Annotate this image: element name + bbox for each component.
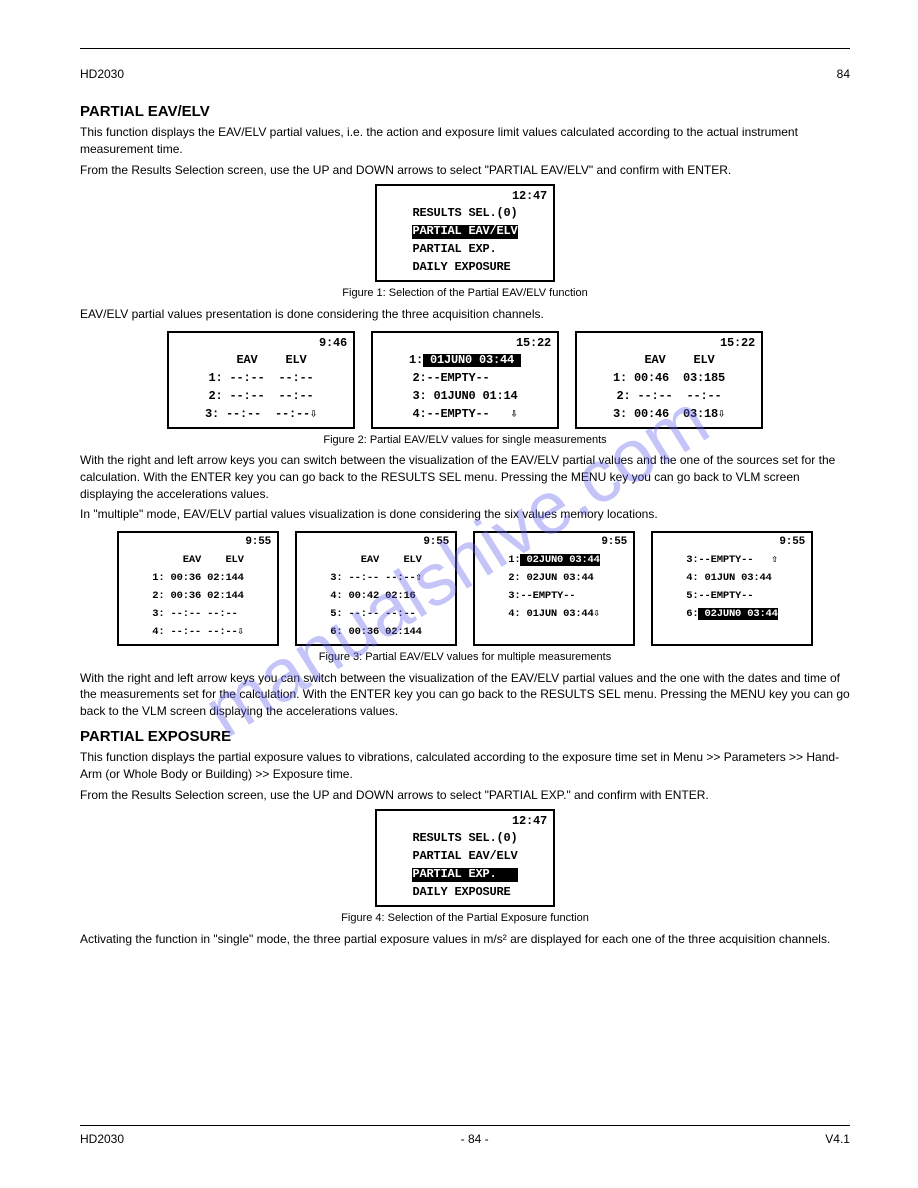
lcd-line: 2: 00:36 02:144 — [125, 585, 271, 603]
lcd-line: 2: --:-- --:-- — [583, 386, 755, 404]
lcd-line: 6: 02JUN0 03:44 — [659, 603, 805, 621]
section-title-partial-exposure: PARTIAL EXPOSURE — [80, 728, 850, 745]
lcd-clock: 9:55 — [303, 537, 449, 548]
lcd-line: 4: 00:42 02:16 — [303, 585, 449, 603]
lcd-line: 1: 01JUN0 03:44 — [379, 350, 551, 368]
lcd-line: 5: --:-- --:-- — [303, 603, 449, 621]
lcd-line: 3: 01JUN0 01:14 — [379, 386, 551, 404]
lcd-screen: 9:46 EAV ELV 1: --:-- --:--2: --:-- --:-… — [167, 331, 355, 429]
header-rule — [80, 48, 850, 49]
page-header: HD2030 84 — [80, 67, 850, 81]
section-title-partial-eav-elv: PARTIAL EAV/ELV — [80, 103, 850, 120]
lcd-clock: 12:47 — [383, 190, 547, 202]
lcd-line: 5:--EMPTY-- — [659, 585, 805, 603]
lcd-clock: 15:22 — [583, 337, 755, 349]
figure-2: 9:46 EAV ELV 1: --:-- --:--2: --:-- --:-… — [80, 331, 850, 448]
lcd-line: EAV ELV — [125, 549, 271, 567]
lcd-line: RESULTS SEL.(0) — [383, 203, 547, 221]
lcd-line: 1: 00:36 02:144 — [125, 567, 271, 585]
lcd-line: 2: --:-- --:-- — [175, 386, 347, 404]
lcd-line: RESULTS SEL.(0) — [383, 828, 547, 846]
lcd-screen: 9:553:--EMPTY-- ⇧4: 01JUN 03:44 5:--EMPT… — [651, 531, 813, 646]
lcd-clock: 15:22 — [379, 337, 551, 349]
lcd-line: PARTIAL EXP. — [383, 864, 547, 882]
para: In "multiple" mode, EAV/ELV partial valu… — [80, 506, 850, 523]
footer-rule — [80, 1125, 850, 1126]
para: This function displays the EAV/ELV parti… — [80, 124, 850, 158]
lcd-line: DAILY EXPOSURE — [383, 257, 547, 275]
para: EAV/ELV partial values presentation is d… — [80, 306, 850, 323]
lcd-clock: 9:55 — [659, 537, 805, 548]
figure-caption: Figure 4: Selection of the Partial Expos… — [80, 911, 850, 926]
lcd-line: 1: 02JUN0 03:44 — [481, 549, 627, 567]
lcd-line: 4: 01JUN 03:44 — [659, 567, 805, 585]
lcd-screen: 12:47RESULTS SEL.(0)PARTIAL EAV/ELVPARTI… — [375, 184, 555, 282]
lcd-line: PARTIAL EXP. — [383, 239, 547, 257]
lcd-line: 1: 00:46 03:185 — [583, 368, 755, 386]
page-footer: HD2030 - 84 - V4.1 — [80, 1125, 850, 1146]
footer-left: HD2030 — [80, 1132, 124, 1146]
lcd-line: 4: 01JUN 03:44⇩ — [481, 603, 627, 621]
lcd-screen: 9:551: 02JUN0 03:442: 02JUN 03:44 3:--EM… — [473, 531, 635, 646]
para: With the right and left arrow keys you c… — [80, 670, 850, 720]
lcd-screen: 15:22 EAV ELV 1: 00:46 03:1852: --:-- --… — [575, 331, 763, 429]
lcd-line: 4:--EMPTY-- ⇩ — [379, 404, 551, 422]
header-doc-title: HD2030 — [80, 67, 124, 81]
figure-4: 12:47RESULTS SEL.(0)PARTIAL EAV/ELVPARTI… — [80, 809, 850, 926]
para: Activating the function in "single" mode… — [80, 931, 850, 948]
lcd-clock: 9:55 — [481, 537, 627, 548]
figure-caption: Figure 2: Partial EAV/ELV values for sin… — [80, 433, 850, 448]
para: From the Results Selection screen, use t… — [80, 162, 850, 179]
para: From the Results Selection screen, use t… — [80, 787, 850, 804]
lcd-line: 3: --:-- --:--⇧ — [303, 567, 449, 585]
lcd-screen: 9:55 EAV ELV3: --:-- --:--⇧4: 00:42 02:1… — [295, 531, 457, 646]
lcd-line: 1: --:-- --:-- — [175, 368, 347, 386]
header-page-num: 84 — [837, 67, 850, 81]
para: This function displays the partial expos… — [80, 749, 850, 783]
lcd-line: 3: --:-- --:--⇩ — [175, 404, 347, 422]
footer-center: - 84 - — [461, 1132, 489, 1146]
lcd-screen: 12:47RESULTS SEL.(0)PARTIAL EAV/ELVPARTI… — [375, 809, 555, 907]
footer-right: V4.1 — [825, 1132, 850, 1146]
lcd-line: EAV ELV — [583, 350, 755, 368]
lcd-line: 3: --:-- --:-- — [125, 603, 271, 621]
lcd-line: 2: 02JUN 03:44 — [481, 567, 627, 585]
lcd-line: PARTIAL EAV/ELV — [383, 221, 547, 239]
lcd-line: 3:--EMPTY-- ⇧ — [659, 549, 805, 567]
figure-1: 12:47RESULTS SEL.(0)PARTIAL EAV/ELVPARTI… — [80, 184, 850, 301]
lcd-clock: 9:55 — [125, 537, 271, 548]
lcd-screen: 15:221: 01JUN0 03:44 2:--EMPTY-- 3: 01JU… — [371, 331, 559, 429]
lcd-line: 6: 00:36 02:144 — [303, 621, 449, 639]
lcd-line: PARTIAL EAV/ELV — [383, 846, 547, 864]
lcd-line: 4: --:-- --:--⇩ — [125, 621, 271, 639]
lcd-line: 2:--EMPTY-- — [379, 368, 551, 386]
para: With the right and left arrow keys you c… — [80, 452, 850, 502]
figure-caption: Figure 1: Selection of the Partial EAV/E… — [80, 286, 850, 301]
lcd-line: 3: 00:46 03:18⇩ — [583, 404, 755, 422]
lcd-line: EAV ELV — [303, 549, 449, 567]
lcd-line: DAILY EXPOSURE — [383, 882, 547, 900]
figure-3: 9:55 EAV ELV1: 00:36 02:1442: 00:36 02:1… — [80, 531, 850, 665]
lcd-clock: 12:47 — [383, 815, 547, 827]
figure-caption: Figure 3: Partial EAV/ELV values for mul… — [80, 650, 850, 665]
lcd-screen: 9:55 EAV ELV1: 00:36 02:1442: 00:36 02:1… — [117, 531, 279, 646]
lcd-line: 3:--EMPTY-- — [481, 585, 627, 603]
lcd-line: EAV ELV — [175, 350, 347, 368]
lcd-clock: 9:46 — [175, 337, 347, 349]
